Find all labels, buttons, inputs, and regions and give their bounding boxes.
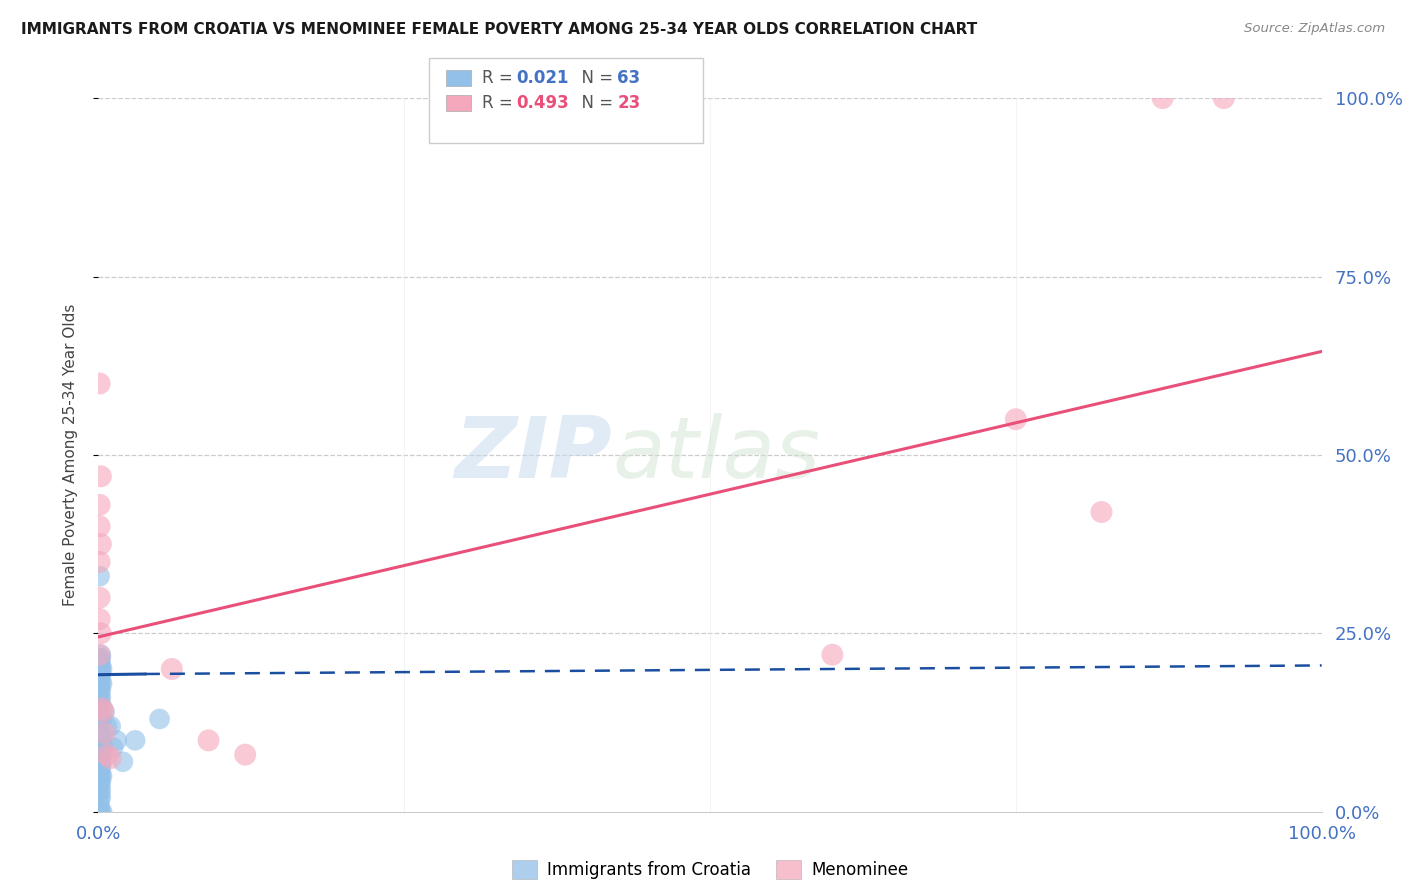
Point <box>100 719 122 733</box>
Point <box>90 537 112 551</box>
Text: N =: N = <box>571 69 619 87</box>
Text: 63: 63 <box>617 69 640 87</box>
Point <box>89 683 111 698</box>
Point <box>90 790 112 805</box>
Point <box>89 733 111 747</box>
Point <box>90 762 112 776</box>
Text: 23: 23 <box>617 94 641 112</box>
Point <box>91 676 114 690</box>
Point <box>90 755 112 769</box>
Point <box>90 705 112 719</box>
Point <box>89 376 111 391</box>
Point <box>100 751 122 765</box>
Point <box>90 658 112 673</box>
Point <box>91 712 114 726</box>
Point <box>89 569 111 583</box>
Text: R =: R = <box>482 94 519 112</box>
Point <box>90 469 112 483</box>
Point <box>90 769 112 783</box>
Point <box>124 733 146 747</box>
Point <box>96 719 118 733</box>
Point <box>89 498 111 512</box>
Point <box>90 805 112 819</box>
Point <box>89 783 111 797</box>
Point <box>93 705 115 719</box>
Point <box>91 747 114 762</box>
Point <box>90 698 112 712</box>
Point <box>89 762 111 776</box>
Point <box>91 755 114 769</box>
Point <box>89 690 111 705</box>
Point <box>90 776 112 790</box>
Text: N =: N = <box>571 94 619 112</box>
Point <box>90 690 112 705</box>
Point <box>90 662 112 676</box>
Point <box>89 776 111 790</box>
Point <box>90 648 112 662</box>
Point <box>89 712 111 726</box>
Point <box>1004 412 1026 426</box>
Point <box>89 755 111 769</box>
Point <box>89 805 111 819</box>
Point <box>89 519 111 533</box>
Point <box>105 733 128 747</box>
Point <box>90 683 112 698</box>
Point <box>89 740 111 755</box>
Point <box>89 726 111 740</box>
Point <box>160 662 183 676</box>
Point <box>90 676 112 690</box>
Point <box>1152 91 1174 105</box>
Point <box>89 669 111 683</box>
Text: IMMIGRANTS FROM CROATIA VS MENOMINEE FEMALE POVERTY AMONG 25-34 YEAR OLDS CORREL: IMMIGRANTS FROM CROATIA VS MENOMINEE FEM… <box>21 22 977 37</box>
Point <box>89 555 111 569</box>
Text: 0.493: 0.493 <box>516 94 569 112</box>
Point <box>90 726 112 740</box>
Point <box>89 655 111 669</box>
Point <box>89 698 111 712</box>
Point <box>90 651 112 665</box>
Point <box>1090 505 1112 519</box>
Point <box>91 733 114 747</box>
Point <box>1212 91 1234 105</box>
Point <box>89 648 111 662</box>
Text: atlas: atlas <box>612 413 820 497</box>
Point <box>93 726 115 740</box>
Point <box>96 747 118 762</box>
Point <box>91 701 114 715</box>
Point <box>89 747 111 762</box>
Point <box>89 769 111 783</box>
Point <box>89 797 111 812</box>
Legend: Immigrants from Croatia, Menominee: Immigrants from Croatia, Menominee <box>505 853 915 886</box>
Text: Source: ZipAtlas.com: Source: ZipAtlas.com <box>1244 22 1385 36</box>
Point <box>101 740 124 755</box>
Point <box>90 740 112 755</box>
Text: ZIP: ZIP <box>454 413 612 497</box>
Point <box>233 747 256 762</box>
Point <box>89 651 111 665</box>
Point <box>89 662 111 676</box>
Point <box>91 805 114 819</box>
Point <box>89 591 111 605</box>
Point <box>91 740 114 755</box>
Text: 0.021: 0.021 <box>516 69 568 87</box>
Point <box>89 790 111 805</box>
Point <box>89 676 111 690</box>
Point <box>91 769 114 783</box>
Point <box>90 783 112 797</box>
Point <box>89 665 111 680</box>
Point <box>91 662 114 676</box>
Text: R =: R = <box>482 69 519 87</box>
Point <box>91 705 114 719</box>
Point <box>821 648 844 662</box>
Point <box>111 755 134 769</box>
Point <box>197 733 219 747</box>
Point <box>90 626 112 640</box>
Point <box>149 712 172 726</box>
Point <box>89 612 111 626</box>
Point <box>89 705 111 719</box>
Point <box>90 747 112 762</box>
Y-axis label: Female Poverty Among 25-34 Year Olds: Female Poverty Among 25-34 Year Olds <box>63 304 77 606</box>
Point <box>90 669 112 683</box>
